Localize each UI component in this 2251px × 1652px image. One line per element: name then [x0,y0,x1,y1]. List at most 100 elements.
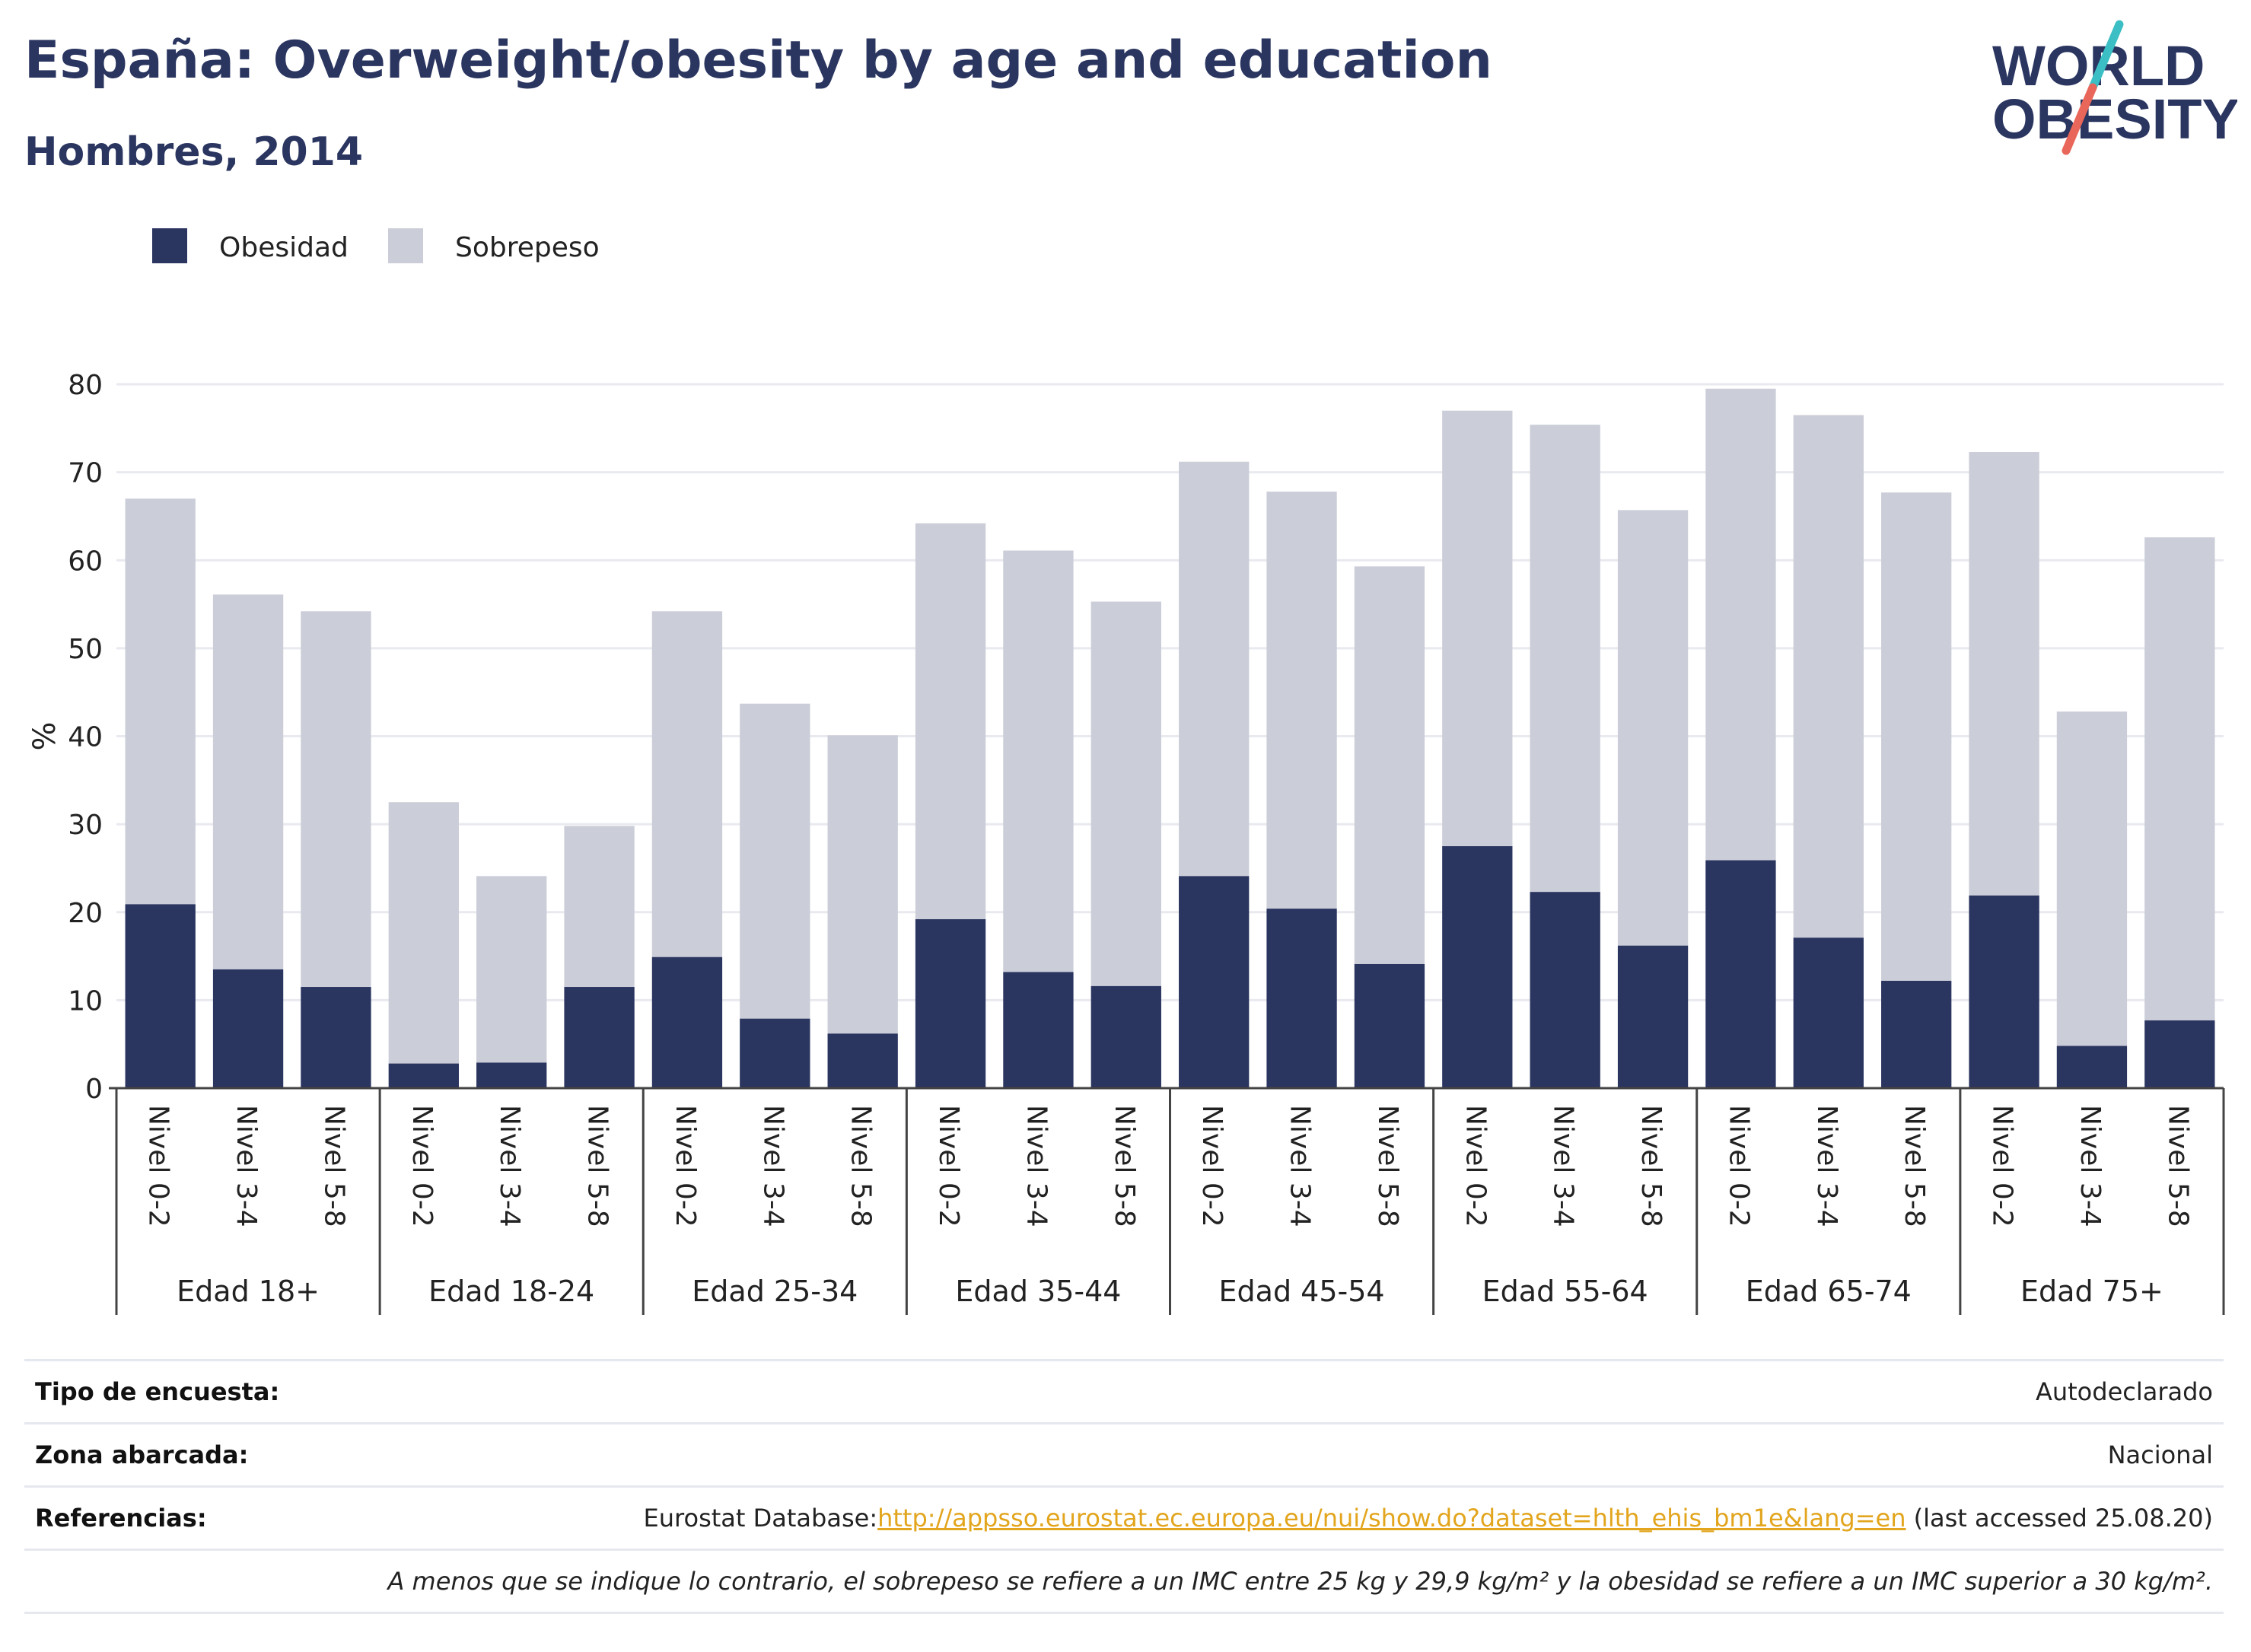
group-label: Edad 35-44 [955,1275,1121,1308]
references-link[interactable]: http://appsso.eurostat.ec.europa.eu/nui/… [877,1504,1906,1533]
bar-obesidad [476,1062,547,1088]
bar-obesidad [301,987,371,1088]
bar-sobrepeso [476,876,547,1063]
x-tick-label: Nivel 5-8 [318,1105,349,1227]
y-tick-label: 50 [68,634,103,665]
references-suffix: (last accessed 25.08.20) [1906,1504,2213,1533]
x-tick-label: Nivel 5-8 [2162,1105,2193,1227]
x-tick-label: Nivel 5-8 [1635,1105,1667,1227]
bar-obesidad [2144,1020,2215,1088]
logo-line-2: OBESITY [1992,88,2237,151]
bar-obesidad [827,1033,898,1088]
bar-obesidad [1617,945,1689,1088]
y-tick-label: 80 [68,370,103,401]
x-tick-label: Nivel 3-4 [231,1105,262,1227]
bar-sobrepeso [2144,537,2215,1020]
bar-sobrepeso [1530,425,1600,893]
bar-obesidad [1003,972,1074,1088]
x-tick-label: Nivel 3-4 [2074,1105,2106,1227]
bar-sobrepeso [1881,492,1952,981]
y-tick-label: 40 [68,722,103,753]
bar-sobrepeso [1003,550,1074,972]
x-tick-label: Nivel 0-2 [670,1105,701,1227]
info-row-survey-type: Tipo de encuesta: Autodeclarado [24,1361,2224,1424]
bar-sobrepeso [1969,452,2039,896]
x-tick-label: Nivel 3-4 [494,1105,525,1227]
bar-sobrepeso [2056,711,2128,1046]
group-label: Edad 55-64 [1482,1275,1648,1308]
group-label: Edad 65-74 [1746,1275,1912,1308]
bar-sobrepeso [1617,510,1689,946]
bar-obesidad [1530,892,1600,1088]
page-title: España: Overweight/obesity by age and ed… [24,30,1492,91]
y-tick-label: 60 [68,546,103,577]
area-value: Nacional [2107,1440,2213,1469]
y-tick-label: 20 [68,898,103,929]
x-tick-label: Nivel 0-2 [143,1105,174,1227]
y-axis-label: % [27,721,62,750]
group-label: Edad 25-34 [692,1275,858,1308]
bar-sobrepeso [1179,461,1250,877]
bar-sobrepeso [827,735,898,1034]
references-prefix: Eurostat Database: [643,1504,878,1533]
definition-note: A menos que se indique lo contrario, el … [387,1567,2213,1596]
bar-obesidad [1793,937,1864,1088]
bar-obesidad [740,1018,810,1088]
info-table: Tipo de encuesta: Autodeclarado Zona aba… [24,1359,2224,1614]
x-tick-label: Nivel 5-8 [1899,1105,1930,1227]
bar-obesidad [1442,846,1513,1088]
bar-obesidad [1090,985,1161,1088]
x-tick-label: Nivel 3-4 [1020,1105,1052,1227]
x-tick-label: Nivel 3-4 [1811,1105,1842,1227]
bar-obesidad [1881,980,1952,1088]
bar-obesidad [915,919,986,1088]
x-tick-label: Nivel 3-4 [1548,1105,1579,1227]
info-row-note: A menos que se indique lo contrario, el … [24,1551,2224,1614]
bar-obesidad [1969,895,2039,1088]
y-tick-label: 0 [85,1074,103,1105]
y-tick-label: 30 [68,810,103,841]
x-tick-label: Nivel 0-2 [406,1105,438,1227]
x-tick-label: Nivel 0-2 [1196,1105,1227,1227]
bar-sobrepeso [1354,566,1425,964]
legend-label: Obesidad [219,232,349,263]
bar-sobrepeso [125,498,196,905]
bar-sobrepeso [1266,492,1337,909]
page-subtitle: Hombres, 2014 [24,129,364,175]
references-label: Referencias: [35,1504,207,1533]
bar-obesidad [2056,1046,2128,1088]
x-tick-label: Nivel 0-2 [1723,1105,1754,1227]
x-tick-label: Nivel 0-2 [933,1105,964,1227]
x-tick-label: Nivel 5-8 [1372,1105,1403,1227]
bar-sobrepeso [1442,410,1513,847]
info-row-area: Zona abarcada: Nacional [24,1424,2224,1488]
bar-sobrepeso [301,611,371,988]
x-tick-label: Nivel 5-8 [845,1105,877,1227]
bar-sobrepeso [564,826,635,988]
group-label: Edad 18-24 [428,1275,594,1308]
stacked-bar-chart: 0 10 20 30 40 50 60 70 80% Nivel 0-2 Nivel 3-4 Nive… [27,228,2225,1315]
bar-sobrepeso [651,611,723,957]
group-label: Edad 75+ [2020,1275,2163,1308]
bar-obesidad [651,957,723,1088]
x-tick-label: Nivel 3-4 [757,1105,788,1227]
bar-obesidad [1179,876,1250,1088]
survey-type-value: Autodeclarado [2035,1377,2213,1406]
bar-obesidad [1705,860,1776,1088]
bar-sobrepeso [212,594,284,969]
group-label: Edad 18+ [177,1275,320,1308]
bar-sobrepeso [1705,388,1776,861]
logo-slash-bottom [2062,83,2097,155]
bar-obesidad [564,987,635,1088]
logo-slash-top [2088,20,2124,92]
bar-sobrepeso [740,703,810,1019]
x-tick-label: Nivel 0-2 [1987,1105,2018,1227]
legend-swatch [388,228,423,263]
y-tick-label: 10 [68,985,103,1017]
bar-sobrepeso [388,802,459,1064]
bar-obesidad [125,904,196,1088]
bar-obesidad [388,1063,459,1088]
bar-obesidad [1266,909,1337,1088]
area-label: Zona abarcada: [35,1440,249,1469]
bar-sobrepeso [1090,601,1161,986]
